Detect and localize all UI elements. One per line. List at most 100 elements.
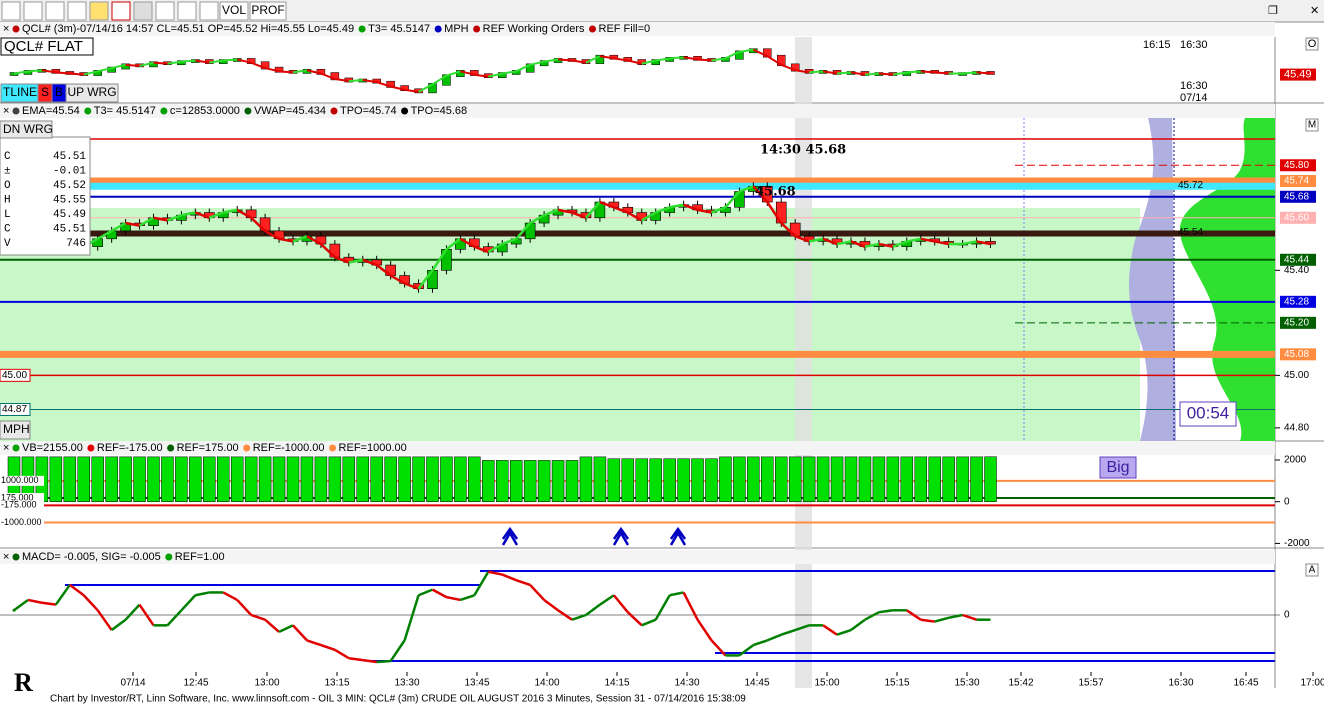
icon[interactable]	[177, 1, 197, 21]
mini-t3	[362, 79, 377, 84]
icon[interactable]	[1, 1, 21, 21]
macd-line	[264, 618, 280, 633]
volume-bar	[454, 456, 467, 502]
icon[interactable]	[199, 1, 219, 21]
volume-bar	[747, 456, 760, 502]
macd-line	[54, 584, 71, 606]
mini-t3	[292, 69, 308, 74]
volume-bar	[509, 460, 523, 502]
icon[interactable]	[45, 1, 65, 21]
t3-line	[111, 221, 127, 233]
volume-bar	[788, 456, 802, 502]
mini-t3	[460, 70, 475, 76]
prof-button[interactable]	[249, 1, 287, 21]
header-text: c=12853.0000	[170, 105, 240, 117]
close-button[interactable]: ×	[3, 23, 9, 35]
mini-t3	[209, 59, 224, 64]
time-label: 14:30	[674, 678, 699, 689]
vol-button[interactable]	[219, 1, 249, 21]
t3-line	[850, 240, 866, 248]
volume-bar	[691, 458, 704, 502]
header-dot	[84, 107, 92, 115]
time-label: 13:45	[464, 678, 489, 689]
volume-bar	[970, 456, 983, 502]
volume-bar	[244, 456, 258, 502]
close-button[interactable]: ×	[3, 551, 9, 563]
volume-bar	[761, 456, 774, 502]
data-window	[0, 136, 91, 256]
t3-line	[627, 211, 643, 222]
close-button[interactable]: ×	[3, 105, 9, 117]
macd-line	[571, 613, 587, 621]
volume-bar	[119, 456, 132, 502]
mini-t3	[320, 72, 336, 80]
volume-bar	[91, 456, 104, 502]
y-tick-label: -2000	[1284, 538, 1310, 549]
level-box	[1280, 159, 1316, 172]
icon[interactable]	[155, 1, 175, 21]
t3-line	[375, 264, 392, 277]
macd-line	[682, 591, 699, 621]
t3-line	[334, 256, 350, 264]
level-label: 45.80	[1284, 160, 1309, 171]
header-text: TPO=45.68	[411, 105, 468, 117]
macd-line	[292, 624, 308, 642]
dn-wrg-button[interactable]	[0, 120, 53, 139]
window-close[interactable]: ✕	[1310, 5, 1319, 17]
volume-bar	[775, 456, 788, 502]
footer: Chart by Investor/RT, Linn Software, Inc…	[50, 694, 746, 705]
window-restore[interactable]: ❐	[1268, 5, 1278, 17]
t3-line	[543, 208, 559, 217]
icon[interactable]	[23, 1, 43, 21]
macd-line	[236, 599, 253, 616]
value-area	[0, 208, 1140, 441]
mini-t3	[529, 60, 545, 66]
icon[interactable]	[133, 1, 153, 21]
volume-bar	[984, 456, 997, 502]
header-dot	[329, 444, 337, 452]
mini-t3	[83, 70, 98, 76]
toolbar-icons[interactable]	[1, 1, 219, 21]
panel-button-label: B	[55, 85, 63, 99]
volume-bar	[705, 458, 718, 502]
macd-line	[878, 609, 894, 614]
volume-bar	[105, 456, 118, 502]
header-dot	[434, 25, 442, 33]
t3-line	[487, 242, 503, 254]
corner-box[interactable]	[1305, 37, 1319, 51]
header-dot	[12, 553, 20, 561]
mini-t3	[13, 70, 29, 75]
t3-line	[390, 274, 406, 285]
corner-box[interactable]	[1305, 118, 1319, 132]
price-box	[1280, 68, 1316, 81]
macd-line	[752, 639, 768, 647]
mini-t3	[697, 58, 712, 62]
y-tick-label: 0	[1284, 496, 1290, 507]
volume-bar	[77, 456, 90, 502]
level-box	[0, 368, 31, 382]
mph-button[interactable]	[0, 420, 31, 440]
icon[interactable]	[89, 1, 109, 21]
panel-button[interactable]	[65, 83, 119, 103]
volume-bar	[844, 456, 858, 502]
corner-box[interactable]	[1305, 563, 1319, 577]
time-label: 14:45	[744, 678, 769, 689]
volume-bar	[858, 456, 872, 502]
t3-line	[780, 222, 797, 238]
macd-line	[222, 591, 238, 602]
corner-label: A	[1309, 565, 1316, 576]
mini-t3	[404, 88, 419, 93]
macd-line	[69, 583, 85, 597]
close-button[interactable]: ×	[3, 442, 9, 454]
date-label: 07/14	[1180, 92, 1208, 104]
time-label: 14:15	[604, 678, 629, 689]
date-label: 16:30	[1180, 80, 1208, 92]
macd-start	[12, 608, 16, 612]
macd-line	[948, 613, 963, 620]
header-text: REF=175.00	[177, 442, 239, 454]
icon[interactable]	[67, 1, 87, 21]
icon[interactable]	[111, 1, 131, 21]
macd-line	[124, 603, 141, 621]
level-label: 45.28	[1284, 296, 1309, 307]
mini-t3	[766, 55, 782, 66]
